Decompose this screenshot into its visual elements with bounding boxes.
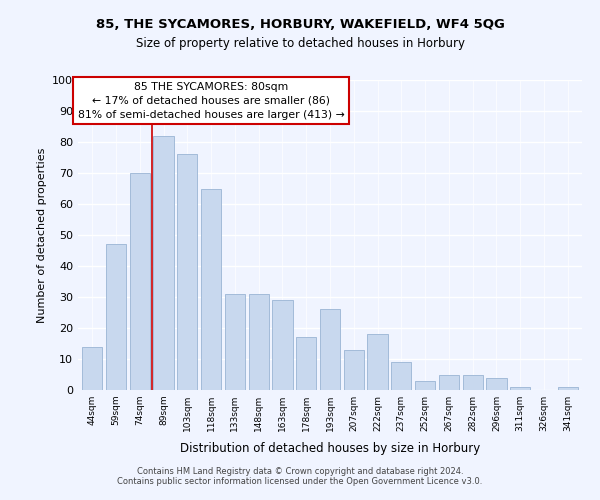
Bar bbox=[106, 244, 126, 390]
Bar bbox=[415, 380, 435, 390]
Bar bbox=[225, 294, 245, 390]
Text: Size of property relative to detached houses in Horbury: Size of property relative to detached ho… bbox=[136, 38, 464, 51]
X-axis label: Distribution of detached houses by size in Horbury: Distribution of detached houses by size … bbox=[180, 442, 480, 456]
Bar bbox=[463, 374, 483, 390]
Bar bbox=[154, 136, 173, 390]
Text: Contains public sector information licensed under the Open Government Licence v3: Contains public sector information licen… bbox=[118, 477, 482, 486]
Bar bbox=[296, 338, 316, 390]
Bar bbox=[82, 346, 103, 390]
Bar bbox=[272, 300, 293, 390]
Bar bbox=[487, 378, 506, 390]
Bar bbox=[130, 173, 150, 390]
Bar bbox=[320, 310, 340, 390]
Bar bbox=[510, 387, 530, 390]
Text: 85 THE SYCAMORES: 80sqm
← 17% of detached houses are smaller (86)
81% of semi-de: 85 THE SYCAMORES: 80sqm ← 17% of detache… bbox=[78, 82, 344, 120]
Bar bbox=[391, 362, 412, 390]
Bar bbox=[248, 294, 269, 390]
Text: 85, THE SYCAMORES, HORBURY, WAKEFIELD, WF4 5QG: 85, THE SYCAMORES, HORBURY, WAKEFIELD, W… bbox=[95, 18, 505, 30]
Bar bbox=[557, 387, 578, 390]
Text: Contains HM Land Registry data © Crown copyright and database right 2024.: Contains HM Land Registry data © Crown c… bbox=[137, 467, 463, 476]
Bar bbox=[367, 334, 388, 390]
Bar bbox=[439, 374, 459, 390]
Bar bbox=[344, 350, 364, 390]
Bar bbox=[201, 188, 221, 390]
Bar bbox=[177, 154, 197, 390]
Y-axis label: Number of detached properties: Number of detached properties bbox=[37, 148, 47, 322]
